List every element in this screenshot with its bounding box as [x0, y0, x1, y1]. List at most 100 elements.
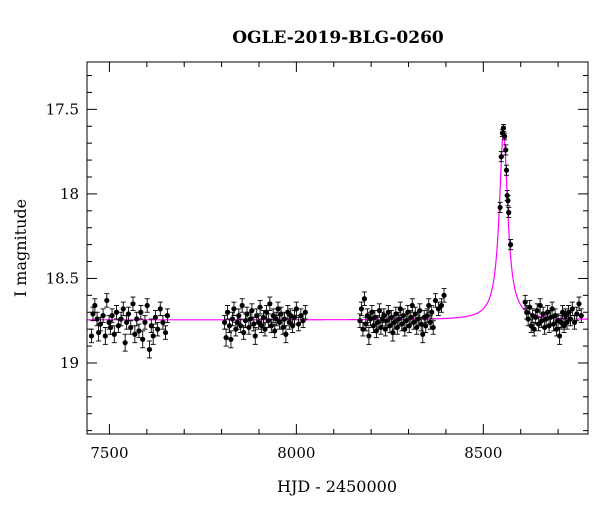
axis-ticks [87, 62, 588, 434]
plot-area [87, 124, 588, 359]
data-point [132, 331, 138, 337]
y-axis-label: I magnitude [11, 199, 30, 297]
data-point [249, 307, 255, 314]
y-tick-label: 18 [60, 185, 79, 203]
data-point [430, 324, 436, 331]
data-point [238, 323, 244, 329]
data-point [438, 302, 445, 309]
data-point [508, 242, 514, 248]
data-point [503, 147, 509, 153]
data-point [273, 316, 279, 322]
data-point [223, 335, 229, 341]
data-point [146, 346, 153, 353]
x-tick-label: 8500 [464, 444, 502, 462]
tick-labels: 7500 8000 8500 17.5 18 18.5 19 [46, 100, 503, 462]
data-point [122, 340, 128, 346]
data-point [525, 316, 531, 322]
data-point [293, 306, 299, 312]
data-point [164, 313, 170, 319]
data-point [576, 301, 582, 307]
data-point [267, 301, 273, 307]
data-point [272, 328, 278, 334]
data-point [155, 326, 161, 332]
data-point [142, 319, 148, 325]
data-point [152, 314, 159, 320]
data-point [283, 331, 289, 337]
data-point [426, 302, 432, 309]
data-point [92, 302, 98, 309]
data-point [241, 329, 247, 336]
data-point [140, 336, 146, 342]
x-tick-label: 8000 [277, 444, 315, 462]
data-point [118, 316, 124, 322]
data-point [574, 311, 580, 317]
data-point [503, 167, 510, 173]
data-point [229, 316, 236, 322]
data-point [361, 296, 368, 302]
data-point [559, 309, 566, 315]
y-tick-label: 19 [60, 354, 79, 372]
data-point [138, 309, 144, 315]
data-point [497, 204, 503, 211]
data-point [256, 319, 262, 325]
data-point [88, 333, 95, 339]
data-point [224, 309, 231, 315]
data-point [270, 313, 276, 319]
data-point [531, 326, 537, 332]
data-point [435, 306, 442, 312]
data-point [113, 309, 120, 315]
data-point [134, 316, 140, 322]
x-tick-label: 7500 [90, 444, 128, 462]
data-point [358, 306, 365, 312]
data-point [556, 333, 563, 339]
data-point [226, 323, 233, 329]
data-point [221, 319, 228, 325]
data-point [498, 154, 504, 160]
data-point [564, 319, 570, 325]
data-point [578, 313, 584, 319]
data-point [236, 313, 242, 319]
data-point [536, 321, 542, 327]
data-point [162, 329, 169, 336]
data-point [281, 316, 288, 322]
data-point [102, 333, 108, 339]
data-point [157, 306, 163, 312]
data-point [390, 329, 396, 336]
data-point [231, 306, 237, 312]
data-point [561, 323, 567, 329]
data-point [285, 309, 291, 315]
data-point [252, 333, 258, 339]
y-tick-label: 18.5 [46, 269, 79, 287]
x-axis-label: HJD - 2450000 [277, 477, 397, 496]
data-point [160, 319, 166, 325]
data-point [150, 333, 156, 339]
data-point [239, 302, 245, 309]
data-point [505, 198, 511, 204]
data-point [558, 319, 564, 325]
data-point [397, 306, 403, 312]
data-point [109, 313, 115, 319]
chart-title: OGLE-2019-BLG-0260 [232, 28, 444, 48]
data-point [364, 313, 371, 319]
data-point [500, 125, 507, 131]
data-point [111, 331, 117, 337]
data-point [120, 306, 126, 312]
data-point [115, 323, 122, 329]
data-point [104, 297, 110, 304]
data-point [429, 309, 435, 315]
data-point [366, 333, 372, 339]
plot-frame [86, 61, 589, 435]
data-point [130, 301, 136, 307]
data-point [441, 292, 447, 298]
data-point [549, 306, 555, 312]
data-point [567, 316, 574, 322]
data-point [144, 302, 150, 309]
y-tick-label: 17.5 [46, 100, 79, 118]
data-point [136, 328, 142, 334]
data-point [569, 306, 575, 312]
data-point [528, 323, 534, 329]
data-point [125, 311, 132, 317]
data-point [417, 307, 423, 314]
data-point [257, 304, 263, 310]
